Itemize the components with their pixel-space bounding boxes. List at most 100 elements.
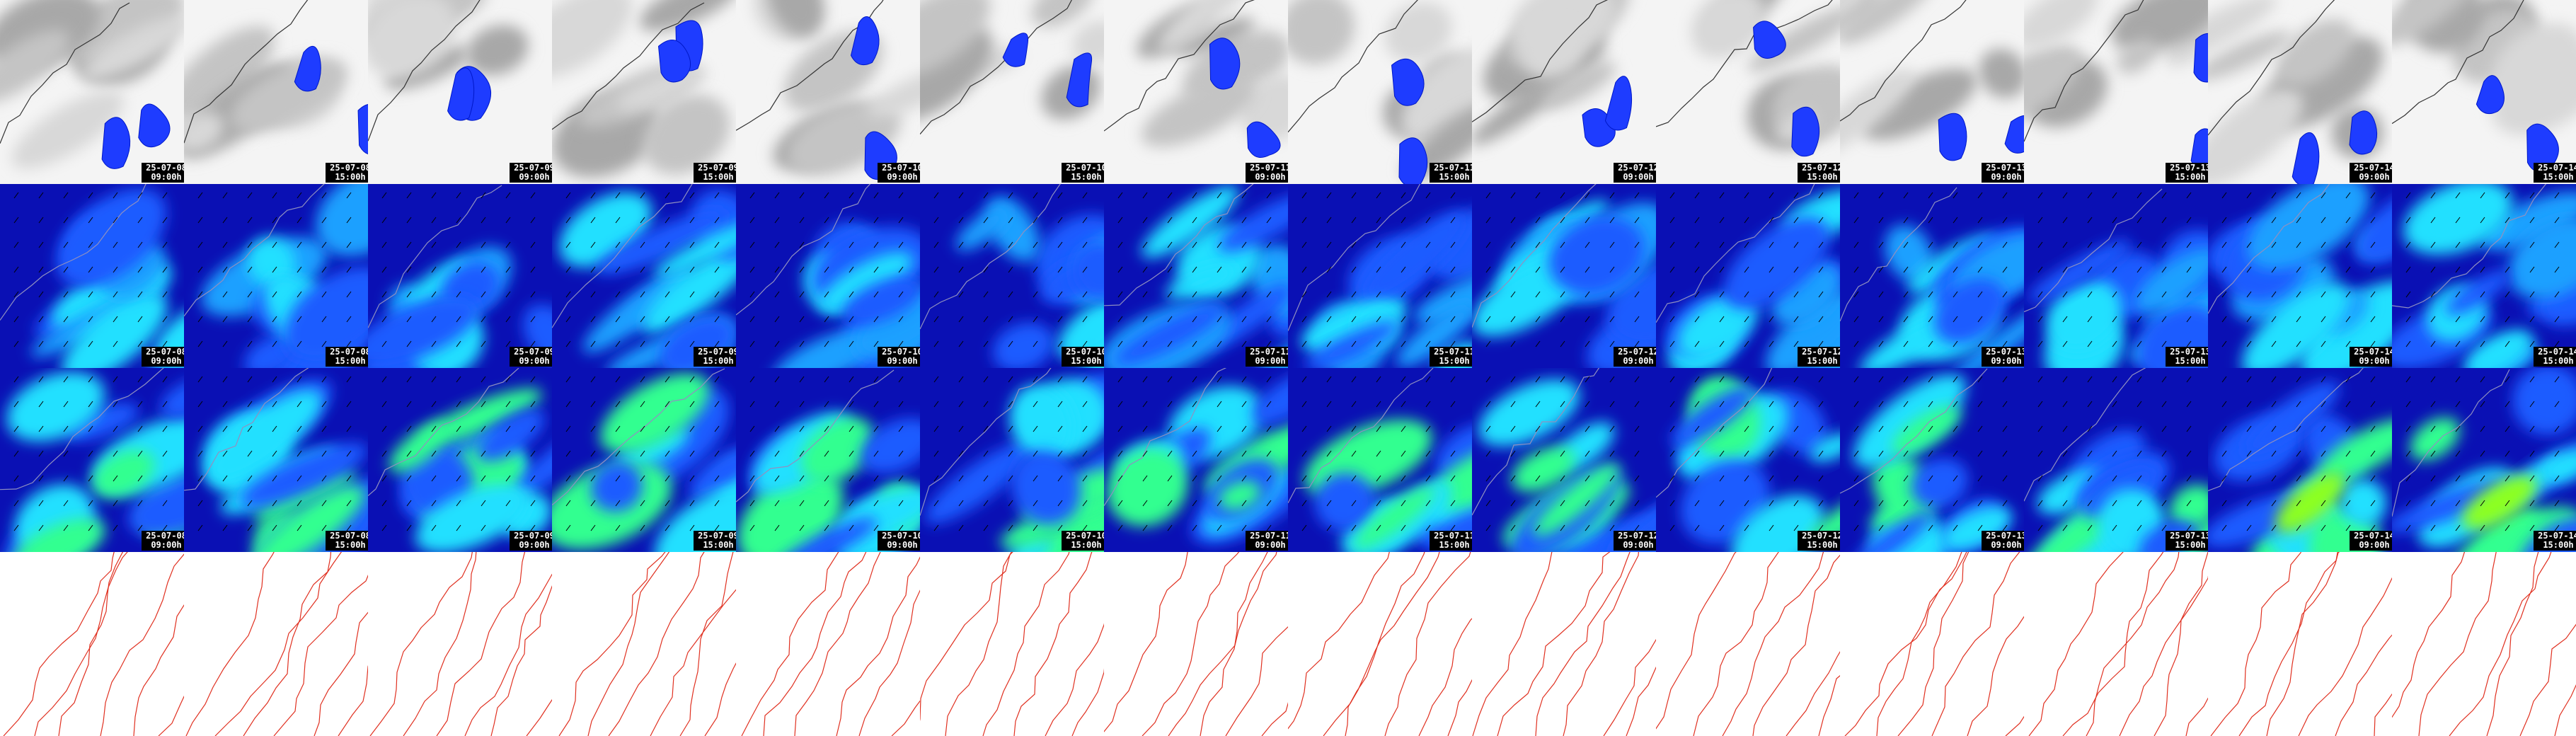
map-tile: 25-07-13 09:00h bbox=[1840, 0, 2024, 184]
coastline bbox=[0, 368, 164, 490]
wind-arrow bbox=[381, 192, 387, 199]
wind-arrow bbox=[640, 425, 645, 432]
wind-arrow bbox=[2137, 401, 2142, 408]
timestamp-label: 25-07-09 15:00h bbox=[694, 347, 736, 367]
wind-arrow bbox=[2221, 192, 2227, 199]
wind-arrow bbox=[1217, 217, 1222, 224]
wind-arrow bbox=[1057, 500, 1063, 507]
wind-arrow bbox=[849, 316, 854, 323]
map-image bbox=[736, 368, 920, 552]
wind-arrow bbox=[2221, 425, 2227, 432]
wind-arrow bbox=[849, 475, 854, 482]
wind-arrow bbox=[2037, 524, 2043, 531]
wind-arrow bbox=[1450, 475, 1456, 482]
wind-arrow bbox=[958, 475, 964, 482]
wind-arrow bbox=[1609, 376, 1615, 383]
wind-arrow bbox=[113, 266, 118, 273]
wind-arrow bbox=[1510, 266, 1516, 273]
wind-arrow bbox=[1510, 340, 1516, 347]
wind-arrow bbox=[2405, 425, 2411, 432]
wind-arrow bbox=[1928, 192, 1933, 199]
wind-arrow bbox=[1351, 475, 1357, 482]
wind-arrow bbox=[714, 291, 720, 298]
wind-arrow bbox=[1167, 192, 1173, 199]
map-image bbox=[2024, 368, 2208, 552]
contour-line bbox=[1844, 552, 1967, 736]
wind-arrow bbox=[1425, 291, 1431, 298]
wind-arrow bbox=[774, 376, 780, 383]
wind-arrow bbox=[1082, 450, 1088, 457]
wind-arrow bbox=[983, 425, 989, 432]
wind-arrow bbox=[1425, 425, 1431, 432]
wind-arrow bbox=[13, 425, 19, 432]
wind-arrow bbox=[933, 340, 939, 347]
precip-area bbox=[1391, 58, 1425, 106]
wind-arrow bbox=[1744, 524, 1749, 531]
wind-arrow bbox=[2296, 425, 2301, 432]
wind-arrow bbox=[2246, 316, 2252, 323]
wind-arrow bbox=[689, 241, 695, 248]
timestamp-label: 25-07-12 09:00h bbox=[1614, 531, 1656, 551]
wind-arrow bbox=[1241, 401, 1247, 408]
wind-arrow bbox=[2186, 340, 2192, 347]
map-tile: 25-07-12 09:00h bbox=[1472, 184, 1656, 368]
wind-arrow bbox=[958, 217, 964, 224]
wind-arrow bbox=[2480, 340, 2485, 347]
wind-arrow bbox=[2112, 425, 2117, 432]
wind-arrow bbox=[2405, 316, 2411, 323]
contour-line bbox=[403, 552, 477, 736]
timestamp-date: 25-07-09 bbox=[514, 531, 552, 541]
wind-arrow bbox=[1669, 475, 1675, 482]
wind-arrow bbox=[1719, 450, 1725, 457]
wind-arrow bbox=[431, 475, 437, 482]
wind-arrow bbox=[1878, 241, 1884, 248]
map-tile: 25-07-10 15:00h bbox=[920, 368, 1104, 552]
wind-arrow bbox=[1818, 401, 1824, 408]
map-tile: 25-07-08 09:00h bbox=[0, 0, 184, 184]
wind-arrow bbox=[2112, 340, 2117, 347]
wind-arrow bbox=[1117, 192, 1123, 199]
map-tile: 25-07-12 15:00h bbox=[1656, 0, 1840, 184]
wind-arrow bbox=[2296, 340, 2301, 347]
wind-arrow bbox=[1793, 450, 1799, 457]
map-image bbox=[368, 184, 552, 368]
timestamp-label: 25-07-10 15:00h bbox=[1062, 163, 1104, 183]
contour-line bbox=[526, 698, 552, 736]
wind-arrow bbox=[898, 291, 904, 298]
wind-arrow bbox=[849, 401, 854, 408]
wind-arrow bbox=[346, 524, 352, 531]
wind-arrow bbox=[2430, 340, 2436, 347]
wind-arrow bbox=[406, 401, 412, 408]
wind-arrow bbox=[665, 291, 670, 298]
wind-arrow bbox=[799, 217, 805, 224]
wind-arrow bbox=[1033, 192, 1038, 199]
coastline bbox=[1472, 0, 1609, 122]
map-image bbox=[0, 0, 184, 184]
wind-arrow bbox=[1376, 217, 1381, 224]
wind-arrow bbox=[2554, 524, 2560, 531]
wind-arrow bbox=[2405, 192, 2411, 199]
wind-arrow bbox=[162, 291, 168, 298]
wind-arrow bbox=[2002, 291, 2008, 298]
wind-arrow bbox=[381, 425, 387, 432]
contour-line bbox=[1897, 552, 1970, 736]
wind-arrow bbox=[1008, 475, 1013, 482]
wind-arrow bbox=[406, 192, 412, 199]
timestamp-label: 25-07-11 15:00h bbox=[1430, 531, 1472, 551]
wind-arrow bbox=[1634, 192, 1640, 199]
timestamp-label: 25-07-11 09:00h bbox=[1246, 347, 1288, 367]
wind-arrow bbox=[456, 241, 461, 248]
wind-arrow bbox=[873, 376, 879, 383]
wind-arrow bbox=[2529, 376, 2535, 383]
wind-arrow bbox=[1033, 217, 1038, 224]
contour-line bbox=[650, 589, 736, 736]
precip-area bbox=[2292, 132, 2320, 184]
wind-arrow bbox=[1510, 291, 1516, 298]
wind-arrow bbox=[1117, 316, 1123, 323]
timestamp-label: 25-07-10 15:00h bbox=[1062, 531, 1104, 551]
wind-arrow bbox=[505, 425, 511, 432]
wind-arrow bbox=[2480, 192, 2485, 199]
wind-arrow bbox=[1142, 266, 1148, 273]
wind-arrow bbox=[1719, 192, 1725, 199]
wind-arrow bbox=[2087, 500, 2093, 507]
